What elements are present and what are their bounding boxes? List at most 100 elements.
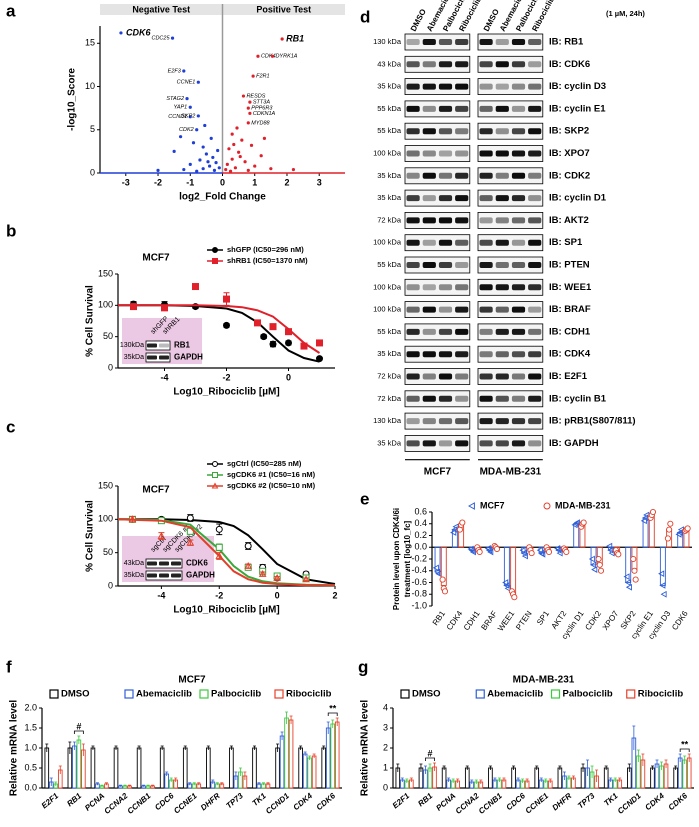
- blot-band: [422, 39, 436, 45]
- blot-band: [406, 128, 420, 135]
- point-label: E2F3: [168, 68, 182, 74]
- marker: [676, 529, 683, 536]
- error-bar: [405, 778, 409, 783]
- point: [217, 166, 221, 170]
- point-label: PPP6R3: [251, 106, 273, 112]
- error-bar: [544, 778, 548, 783]
- blot-band: [455, 61, 469, 68]
- point-label: F2R1: [256, 74, 269, 80]
- y-tick-label: 100: [98, 300, 113, 310]
- blot-band: [479, 128, 493, 135]
- x-tick-label: CCND1: [264, 791, 291, 816]
- marker: [591, 566, 598, 573]
- cell-line-label: MDA-MB-231: [480, 466, 542, 477]
- error-bar: [470, 779, 474, 784]
- point: [248, 100, 252, 104]
- error-bar: [68, 741, 72, 754]
- blot-frame: [477, 234, 544, 252]
- kda-label: 35 kDa: [377, 193, 402, 202]
- blot-band: [495, 373, 509, 380]
- y-tick-label: 50: [103, 331, 113, 341]
- x-tick-label: CDK2: [583, 609, 603, 632]
- point: [235, 126, 239, 130]
- marker: [649, 508, 657, 516]
- bar: [673, 767, 678, 789]
- error-bar: [664, 759, 668, 768]
- point-label: DYRK1A: [275, 54, 297, 60]
- point: [228, 169, 233, 173]
- error-bar: [581, 763, 585, 772]
- blot-band: [406, 39, 420, 45]
- kda-label: 43 kDa: [377, 59, 402, 68]
- blot-frame: [477, 145, 544, 162]
- blot-band: [479, 239, 493, 246]
- point: [246, 121, 250, 125]
- blot-frame: [404, 167, 471, 185]
- x-tick-label: RB1: [65, 791, 83, 809]
- x-tick-label: SP1: [535, 609, 551, 627]
- marker: [258, 569, 267, 577]
- blot-band: [511, 105, 526, 112]
- legend-label: Palbociclib: [563, 689, 613, 700]
- blot-frame: [477, 390, 544, 408]
- error-bar: [174, 777, 178, 782]
- blot-band: [422, 351, 436, 358]
- x-tick-label: 1: [252, 177, 257, 187]
- error-bar: [229, 745, 233, 750]
- blot-band: [511, 328, 526, 335]
- blot-band: [438, 440, 453, 447]
- blot-band: [495, 150, 509, 157]
- legend-label: Ribociclib: [286, 689, 332, 700]
- blot-band: [438, 328, 453, 335]
- kda-label: 35 kDa: [377, 82, 402, 91]
- y-tick-label: -0.8: [411, 589, 427, 599]
- blot-band: [455, 418, 469, 425]
- blot-band: [438, 83, 453, 90]
- marker: [316, 339, 323, 347]
- error-bar: [539, 777, 543, 782]
- blot-band: [422, 373, 436, 380]
- point: [233, 166, 237, 170]
- marker: [435, 570, 442, 578]
- bar: [334, 721, 340, 789]
- antibody-label: IB: CDK2: [549, 170, 590, 181]
- blot-frame: [477, 78, 544, 95]
- error-bar: [618, 777, 622, 782]
- error-bar: [123, 784, 127, 787]
- marker: [625, 583, 632, 591]
- error-bar: [678, 753, 682, 762]
- blot-band: [511, 306, 526, 313]
- antibody-label: IB: SKP2: [549, 126, 589, 137]
- marker: [467, 502, 475, 510]
- error-bar: [289, 715, 293, 724]
- blot-frame: [477, 189, 544, 207]
- y-tick-label: 0.6: [414, 506, 427, 516]
- blot-band: [528, 239, 542, 246]
- blot-band: [511, 239, 526, 246]
- legend-swatch: [49, 689, 59, 699]
- error-bar: [326, 721, 330, 734]
- marker: [302, 575, 310, 583]
- error-bar: [627, 763, 631, 772]
- blot-band: [495, 351, 509, 358]
- marker: [590, 561, 597, 569]
- blot-band: [495, 39, 509, 45]
- kda-label: 130 kDa: [373, 416, 402, 425]
- inset-protein-label: GAPDH: [174, 353, 203, 362]
- x-tick-label: -3: [122, 177, 130, 187]
- blot-band: [479, 83, 493, 90]
- x-tick-label: CDK4: [643, 791, 666, 812]
- error-bar: [632, 725, 636, 750]
- blot-band: [406, 328, 420, 335]
- blot-frame: [477, 33, 544, 51]
- point: [185, 97, 189, 101]
- x-tick-label: CDK6: [315, 791, 338, 812]
- blot-band: [438, 395, 453, 402]
- bar: [90, 747, 96, 789]
- bar: [252, 747, 257, 789]
- point: [156, 168, 160, 173]
- annotation: Negative Test: [132, 4, 190, 14]
- x-tick-label: 2: [284, 177, 289, 187]
- fit-curve: [118, 518, 336, 585]
- blot-band: [438, 128, 453, 135]
